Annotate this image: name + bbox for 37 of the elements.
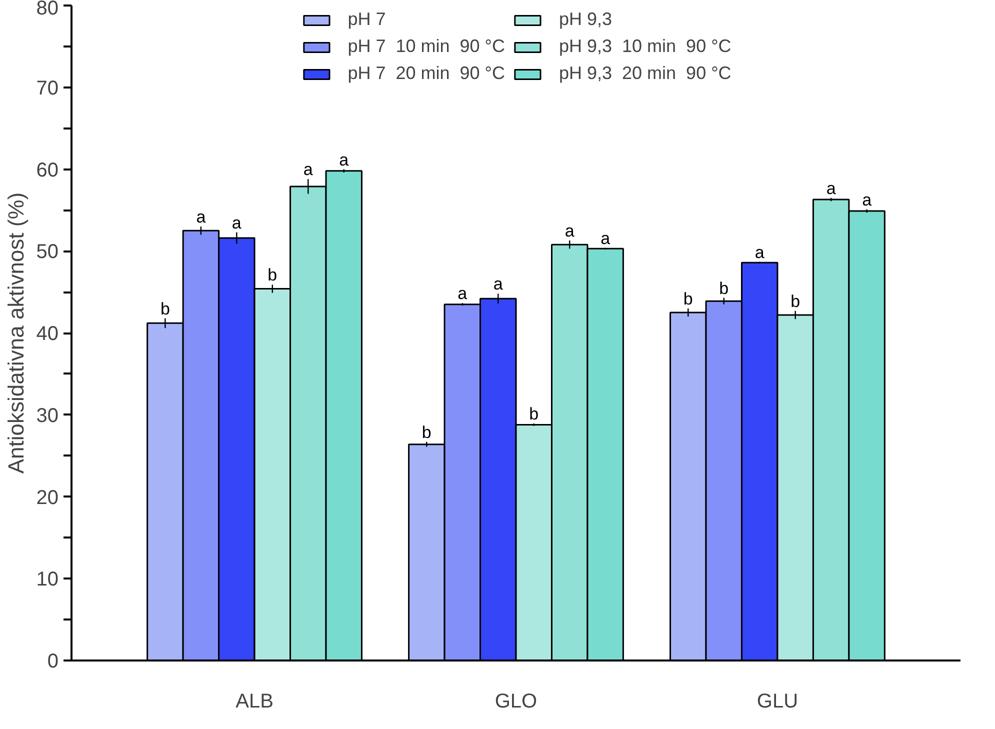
- y-tick-label: 30: [36, 404, 59, 427]
- legend-label: pH 7 20 min 90 °C: [348, 63, 505, 84]
- data-label: a: [303, 160, 314, 180]
- data-label: a: [232, 213, 242, 232]
- x-tick-label: GLU: [756, 690, 798, 712]
- y-tick-label: 70: [36, 77, 59, 100]
- data-label: b: [719, 278, 729, 298]
- data-label: b: [529, 404, 539, 424]
- y-tick-label: 20: [36, 486, 59, 509]
- data-label: b: [790, 292, 800, 311]
- data-label: a: [196, 208, 206, 227]
- data-label: a: [458, 284, 468, 304]
- data-label: a: [754, 242, 765, 262]
- data-label: a: [493, 274, 504, 294]
- x-tick-label: ALB: [236, 690, 274, 712]
- data-label: a: [862, 190, 872, 210]
- data-label: b: [268, 266, 278, 285]
- y-tick-label: 10: [36, 568, 59, 591]
- data-label: b: [683, 289, 693, 308]
- data-label: a: [339, 150, 350, 170]
- data-label: a: [826, 178, 836, 198]
- y-axis-title: Antioksidativna aktivnost (%): [3, 192, 28, 474]
- y-tick-label: 50: [36, 241, 59, 264]
- legend-label: pH 7: [348, 9, 386, 30]
- data-label: b: [160, 299, 170, 318]
- y-tick-label: 0: [47, 650, 58, 672]
- legend-label: pH 9,3 20 min 90 °C: [558, 63, 732, 84]
- y-tick-label: 60: [36, 159, 59, 182]
- data-label: b: [422, 422, 432, 442]
- legend-label: pH 7 10 min 90 °C: [348, 36, 505, 57]
- legend-label: pH 9,3 10 min 90 °C: [558, 36, 732, 57]
- data-label: a: [600, 228, 611, 248]
- y-tick-label: 80: [36, 0, 59, 20]
- y-tick-label: 40: [36, 323, 59, 345]
- x-tick-label: GLO: [494, 690, 538, 712]
- data-label: a: [564, 221, 575, 240]
- legend-label: pH 9,3: [558, 9, 612, 30]
